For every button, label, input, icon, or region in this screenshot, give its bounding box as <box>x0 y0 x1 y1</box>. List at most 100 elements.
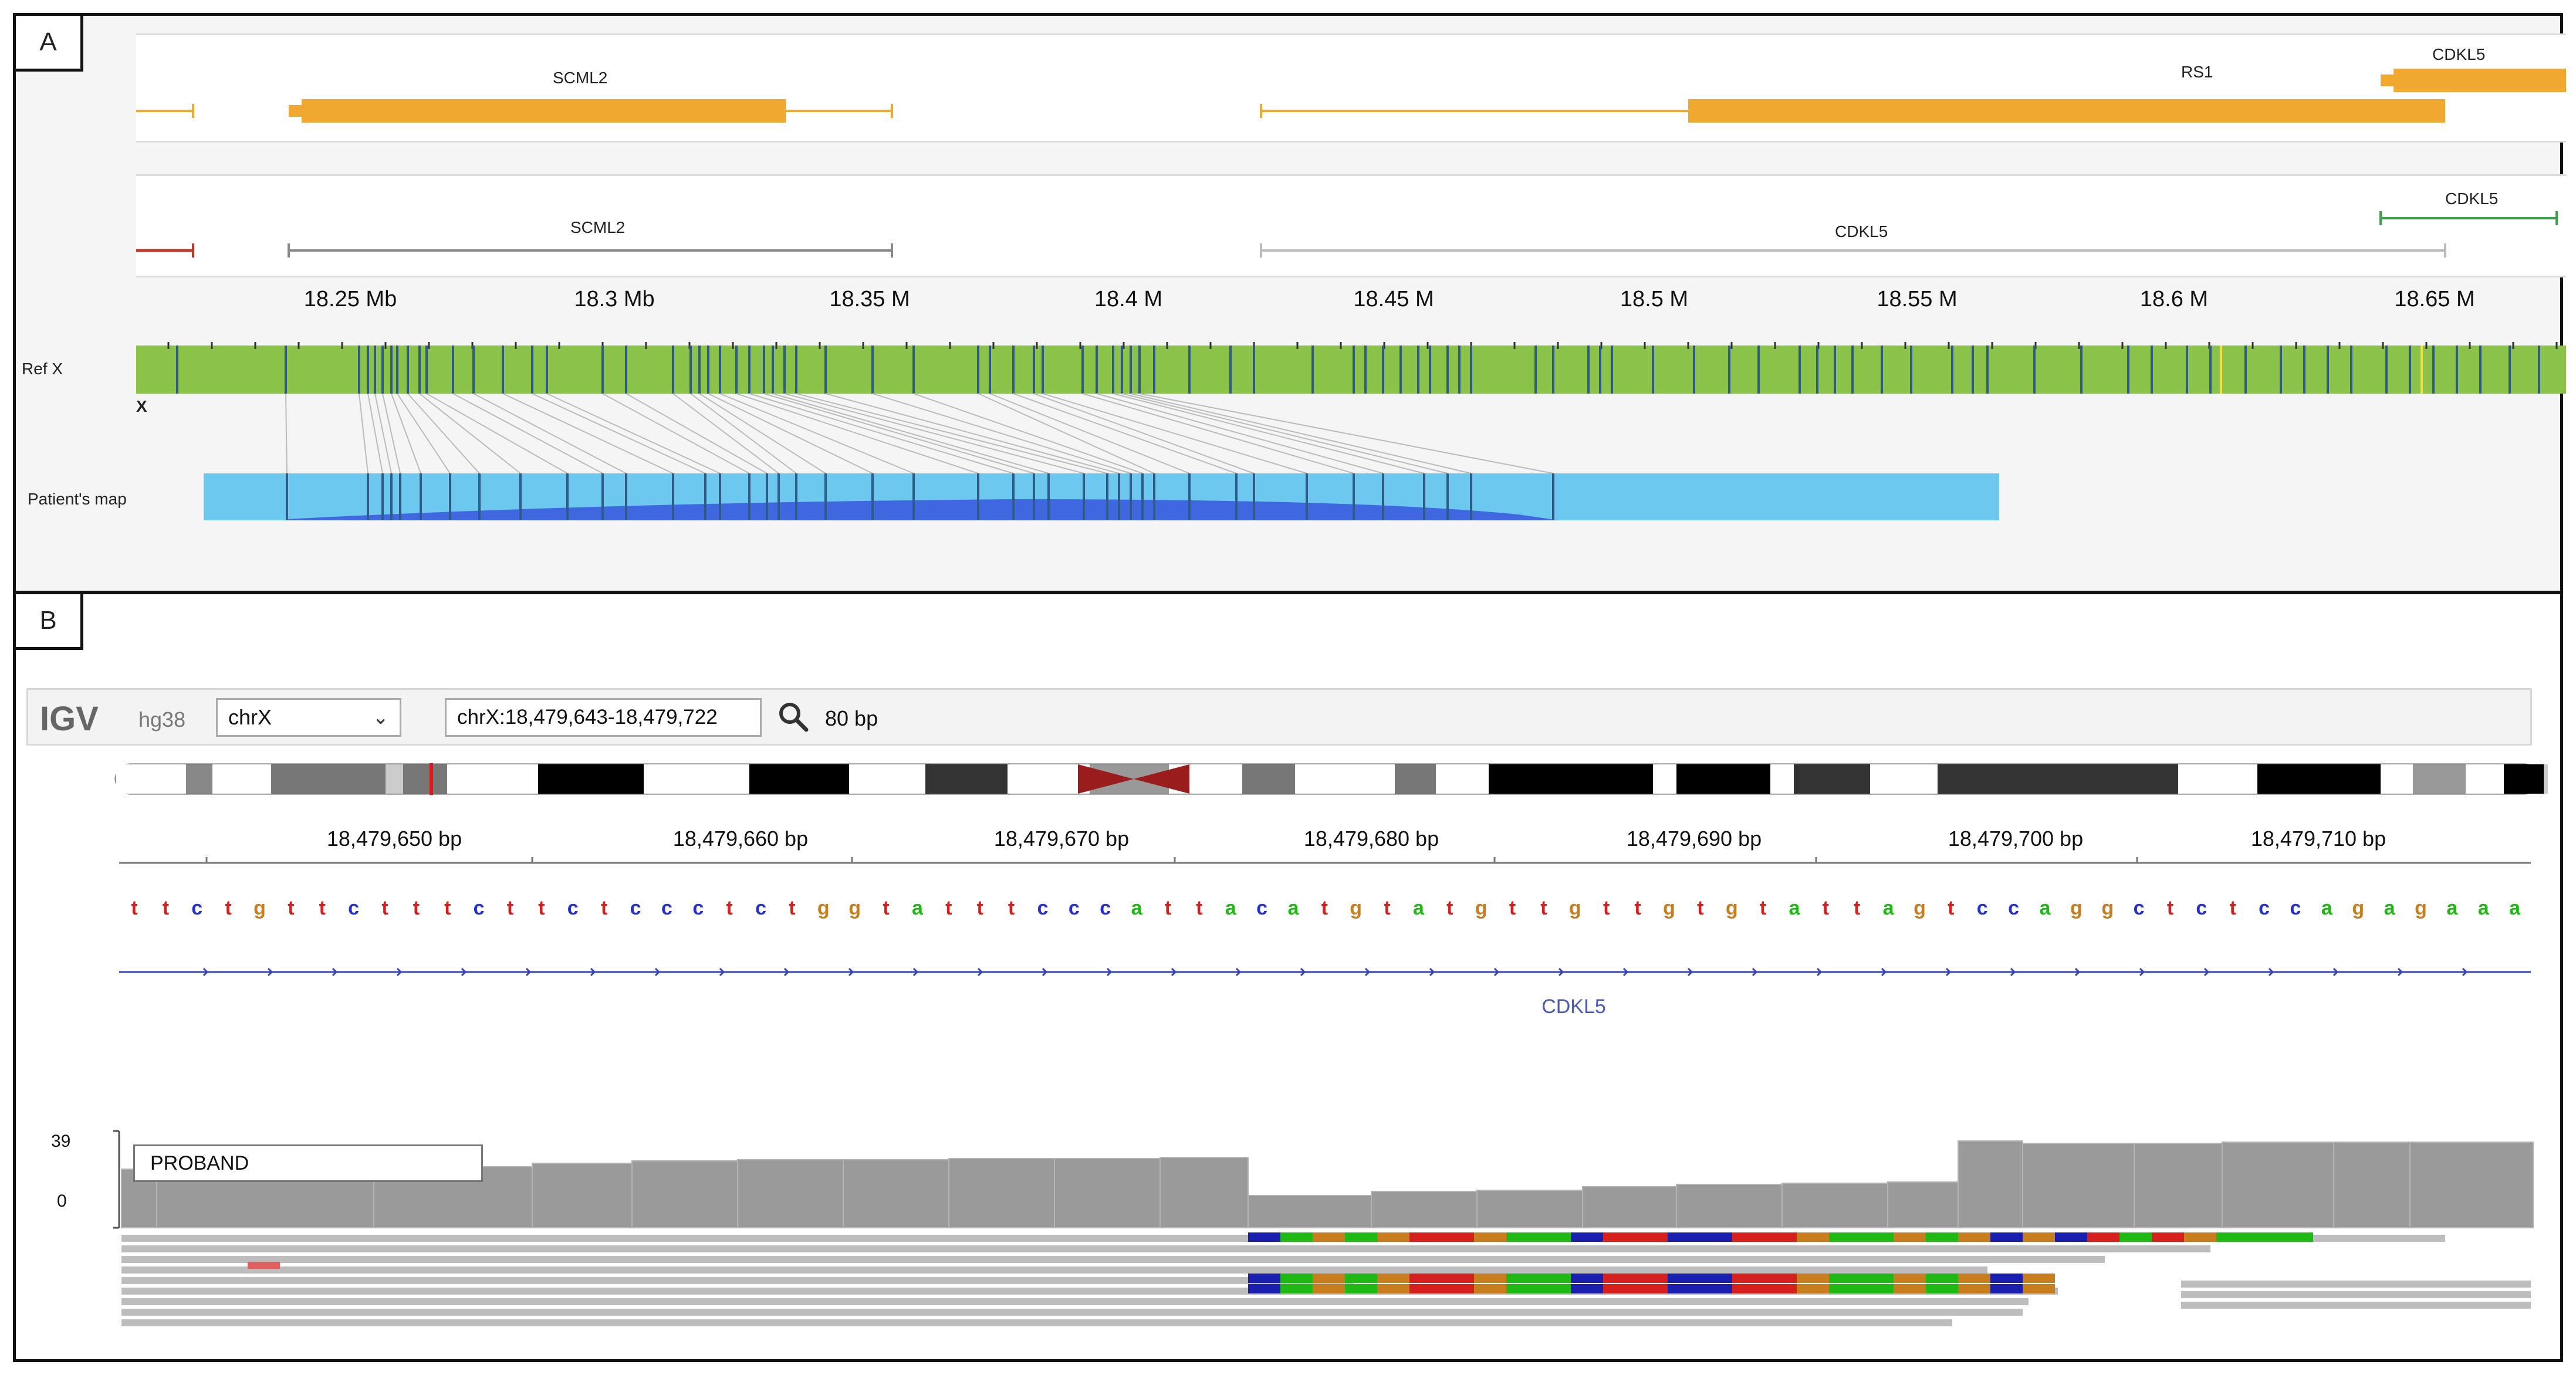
mismatch-base <box>1442 1284 1474 1293</box>
mismatch-base <box>1829 1274 1861 1283</box>
mismatch-base <box>1926 1274 1958 1283</box>
mismatch-base <box>1764 1232 1797 1242</box>
gene-name-cdkl5[interactable]: CDKL5 <box>1541 995 1606 1018</box>
coverage-bar <box>1582 1186 1677 1228</box>
sequence-base: t <box>945 897 952 919</box>
sequence-base: a <box>2384 897 2396 919</box>
sequence-base: t <box>507 897 513 919</box>
sequence-base: t <box>977 897 983 919</box>
mismatch-base <box>2184 1232 2216 1242</box>
coverage-bar <box>1371 1191 1478 1228</box>
mismatch-base <box>1409 1284 1442 1293</box>
sequence-base: t <box>1446 897 1453 919</box>
sequence-base: g <box>817 897 830 919</box>
aligned-read <box>121 1277 1354 1284</box>
sequence-base: t <box>288 897 294 919</box>
panel-letter-b: B <box>16 594 83 650</box>
sequence-base: t <box>163 897 169 919</box>
aligned-read <box>121 1245 2210 1252</box>
mismatch-base <box>1732 1284 1764 1293</box>
ruler-label: 18,479,690 bp <box>1626 827 1762 851</box>
mismatch-base <box>1700 1274 1732 1283</box>
mismatch-base <box>1571 1274 1603 1283</box>
ruler-label: 18,479,680 bp <box>1303 827 1439 851</box>
gene-label-rs1: RS1 <box>2181 63 2213 81</box>
mismatch-base <box>1474 1284 1506 1293</box>
sequence-base: c <box>348 897 359 919</box>
chromosome-ideogram[interactable] <box>16 594 2566 1365</box>
sequence-base: c <box>1037 897 1048 919</box>
mismatch-base <box>1474 1232 1506 1242</box>
refseq-gene-features <box>136 69 2566 123</box>
sequence-base: g <box>1475 897 1488 919</box>
transcript-features <box>136 211 2558 258</box>
scale-label: 18.3 Mb <box>574 287 655 311</box>
mismatch-base <box>1313 1232 1345 1242</box>
sequence-base: a <box>1287 897 1299 919</box>
mismatch-base <box>1280 1274 1313 1283</box>
search-icon[interactable] <box>776 699 811 734</box>
sequence-base: t <box>883 897 889 919</box>
sequence-base: t <box>1008 897 1015 919</box>
mismatch-base <box>1539 1232 1571 1242</box>
ref-map-label: Ref X <box>22 360 63 378</box>
refseq-gene-track <box>136 33 2566 143</box>
sequence-base: c <box>1100 897 1111 919</box>
mismatch-base <box>1474 1274 1506 1283</box>
sequence-base: t <box>444 897 451 919</box>
sequence-base: t <box>1854 897 1860 919</box>
coverage-max: 39 <box>51 1132 71 1151</box>
mismatch-base <box>1764 1284 1797 1293</box>
mismatch-base <box>1280 1284 1313 1293</box>
mismatch-base <box>2087 1232 2119 1242</box>
mismatch-base <box>1377 1284 1409 1293</box>
mismatch-base <box>1894 1284 1926 1293</box>
panel-letter-a: A <box>16 16 83 72</box>
scale-label: 18.5 M <box>1620 287 1689 311</box>
sample-name-proband[interactable]: PROBAND <box>133 1144 483 1182</box>
mismatch-base <box>1797 1284 1829 1293</box>
sequence-base: c <box>2290 897 2301 919</box>
aligned-read <box>121 1319 1952 1326</box>
sequence-base: c <box>567 897 579 919</box>
locus-input[interactable]: chrX:18,479,643-18,479,722 <box>445 698 762 737</box>
aligned-read <box>121 1309 2023 1316</box>
panel-b: B IGV hg38 chrX ⌄ chrX:18,479,643-18,479… <box>13 591 2563 1362</box>
sequence-base: a <box>2478 897 2490 919</box>
coverage-bar <box>1781 1183 1888 1228</box>
coverage-bar <box>532 1163 633 1228</box>
mismatch-base <box>1668 1232 1700 1242</box>
mismatch-base <box>1894 1232 1926 1242</box>
mismatch-base <box>1732 1232 1764 1242</box>
mismatch-base <box>1603 1232 1635 1242</box>
read-alignments <box>121 1232 2531 1326</box>
mismatch-base <box>1861 1284 1894 1293</box>
igv-logo: IGV <box>40 700 99 738</box>
sequence-base: c <box>2259 897 2270 919</box>
sequence-base: t <box>2230 897 2236 919</box>
sequence-base: a <box>912 897 924 919</box>
ruler-label: 18,479,650 bp <box>326 827 462 851</box>
transcript-track <box>136 174 2566 277</box>
coverage-bar <box>2022 1143 2135 1228</box>
mismatch-base <box>1248 1284 1280 1293</box>
mismatch-base <box>1958 1274 1990 1283</box>
sequence-base: t <box>1948 897 1954 919</box>
mismatch-base <box>1442 1232 1474 1242</box>
transcript-label-cdkl5-right: CDKL5 <box>2445 189 2499 208</box>
chromosome-select[interactable]: chrX ⌄ <box>216 698 401 737</box>
mismatch-base <box>1700 1284 1732 1293</box>
mismatch-base <box>1926 1232 1958 1242</box>
scale-label: 18.4 M <box>1094 287 1163 311</box>
mismatch-base <box>1861 1232 1894 1242</box>
sequence-base: t <box>601 897 607 919</box>
scale-label: 18.25 Mb <box>303 287 397 311</box>
sequence-base: g <box>2070 897 2083 919</box>
mismatch-base <box>1506 1274 1539 1283</box>
mismatch-base <box>1571 1232 1603 1242</box>
sequence-base: c <box>2134 897 2145 919</box>
mismatch-base <box>1603 1274 1635 1283</box>
chevron-down-icon: ⌄ <box>372 706 390 729</box>
sequence-base: c <box>1256 897 1267 919</box>
